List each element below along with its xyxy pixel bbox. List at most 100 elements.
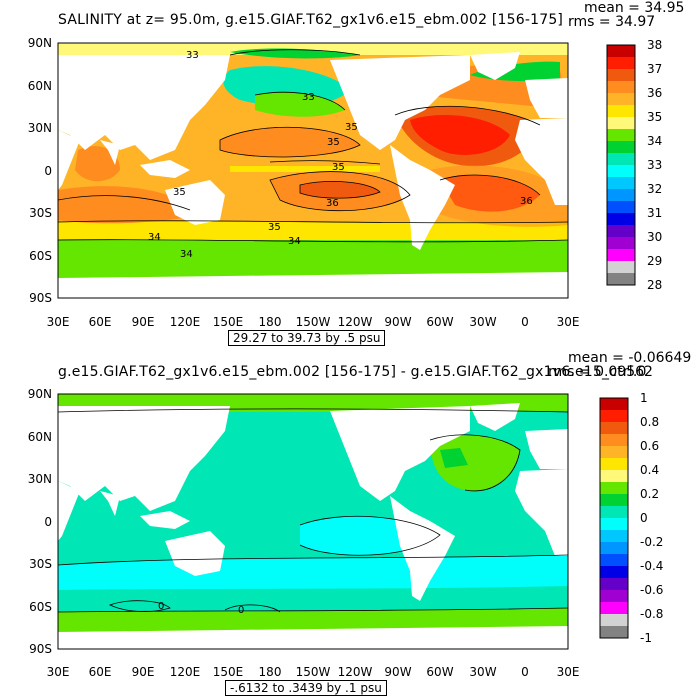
antarctic-green [58,608,568,632]
colorbar-swatch [607,213,635,225]
x-tick-label: 30E [557,665,580,679]
satl-orange [430,165,568,227]
contour-label: 35 [332,162,345,173]
y-tick-label: 90N [28,387,52,401]
colorbar-swatch [600,566,628,578]
y-tick-label: 0 [44,515,52,529]
x-axis: 30E 60E 90E 120E 150E 180 150W 120W 90W … [47,665,580,679]
y-tick-label: 90S [29,291,52,305]
colorbar-swatch [600,530,628,542]
colorbar-swatch [600,410,628,422]
x-tick-label: 60E [89,315,112,329]
colorbar-label: 0.4 [640,463,659,477]
colorbar-label: -0.8 [640,607,663,621]
colorbar-swatch [600,458,628,470]
x-tick-label: 180 [259,665,282,679]
x-tick-label: 30E [47,315,70,329]
colorbar-label: 0.2 [640,487,659,501]
x-tick-label: 30E [557,315,580,329]
colorbar-label: 31 [647,206,662,220]
y-tick-label: 60S [29,600,52,614]
x-tick-label: 90E [132,315,155,329]
contour-label: 35 [268,222,281,233]
x-tick-label: 0 [521,665,529,679]
colorbar-swatch [600,422,628,434]
colorbar-swatch [607,141,635,153]
y-tick-label: 30N [28,472,52,486]
land [58,52,568,298]
salinity-map: 33 33 35 35 35 35 36 36 35 34 34 34 90N … [28,36,663,329]
contours [58,408,568,613]
colorbar-swatch [607,81,635,93]
x-tick-label: 30E [47,665,70,679]
colorbar-swatch [600,506,628,518]
colorbar-swatch [607,189,635,201]
colorbar: 38 37 36 35 34 33 32 31 30 29 28 [606,38,662,292]
contour-label: 36 [520,196,533,207]
x-tick-label: 120W [338,665,373,679]
land [58,403,568,649]
colorbar-swatch [607,153,635,165]
map-frame [57,42,569,299]
contour-label: 36 [326,198,339,209]
y-tick-label: 30S [29,557,52,571]
band-34-35 [58,222,568,242]
contour-label: 34 [288,236,301,247]
colorbar-swatch [600,602,628,614]
y-tick-label: 0 [44,164,52,178]
colorbar-swatch [607,201,635,213]
colorbar-label: -0.2 [640,535,663,549]
x-tick-label: 150E [213,315,244,329]
colorbar-label: 34 [647,134,662,148]
colorbar-swatch [607,129,635,141]
colorbar-label: 28 [647,278,662,292]
colorbar: 1 0.8 0.6 0.4 0.2 0 -0.2 -0.4 -0.6 -0.8 -1 [599,391,663,645]
colorbar-frame [599,397,629,639]
x-tick-label: 30W [469,665,496,679]
colorbar-swatch [607,105,635,117]
colorbar-swatch [600,626,628,638]
x-tick-label: 60W [426,665,453,679]
colorbar-swatch [600,398,628,410]
contour-label: 35 [345,122,358,133]
sio-max [58,186,200,224]
arctic-band [58,43,568,55]
natl-red [410,115,510,155]
map-field: 0 0 [58,394,568,649]
natl-core [440,448,468,468]
y-axis: 90N 60N 30N 0 30S 60S 90S [28,387,52,656]
salinity-panel: SALINITY at z= 95.0m, g.e15.GIAF.T62_gx1… [28,0,685,346]
rms-label: rms = 34.97 [568,14,656,30]
colorbar-label: 29 [647,254,662,268]
contour-label: 0 [158,601,164,612]
colorbar-label: 33 [647,158,662,172]
rms-label: rms = 0.09562 [548,364,653,380]
colorbar-label: -0.6 [640,583,663,597]
x-tick-label: 180 [259,315,282,329]
npac-max [220,127,360,157]
colorbar-frame [606,44,636,286]
mean-label: mean = 34.95 [584,0,685,16]
contour-label: 33 [302,92,315,103]
colorbar-label: 0.6 [640,439,659,453]
eq-pac [230,166,380,172]
colorbar-label: -1 [640,631,652,645]
x-tick-label: 150W [296,315,331,329]
colorbar-swatch [607,225,635,237]
arabian-sea [75,146,120,182]
colorbar-swatch [600,578,628,590]
y-tick-label: 90N [28,36,52,50]
contour-label: 33 [186,50,199,61]
npac-33 [255,92,345,117]
contour-label: 0 [238,605,244,616]
x-tick-label: 120E [170,665,201,679]
x-tick-label: 0 [521,315,529,329]
colorbar-swatch [607,237,635,249]
colorbar-swatch [600,482,628,494]
x-tick-label: 90W [384,315,411,329]
colorbar-swatch [607,69,635,81]
colorbar-label: -0.4 [640,559,663,573]
colorbar-swatch [600,446,628,458]
x-tick-label: 120W [338,315,373,329]
y-tick-label: 30N [28,121,52,135]
